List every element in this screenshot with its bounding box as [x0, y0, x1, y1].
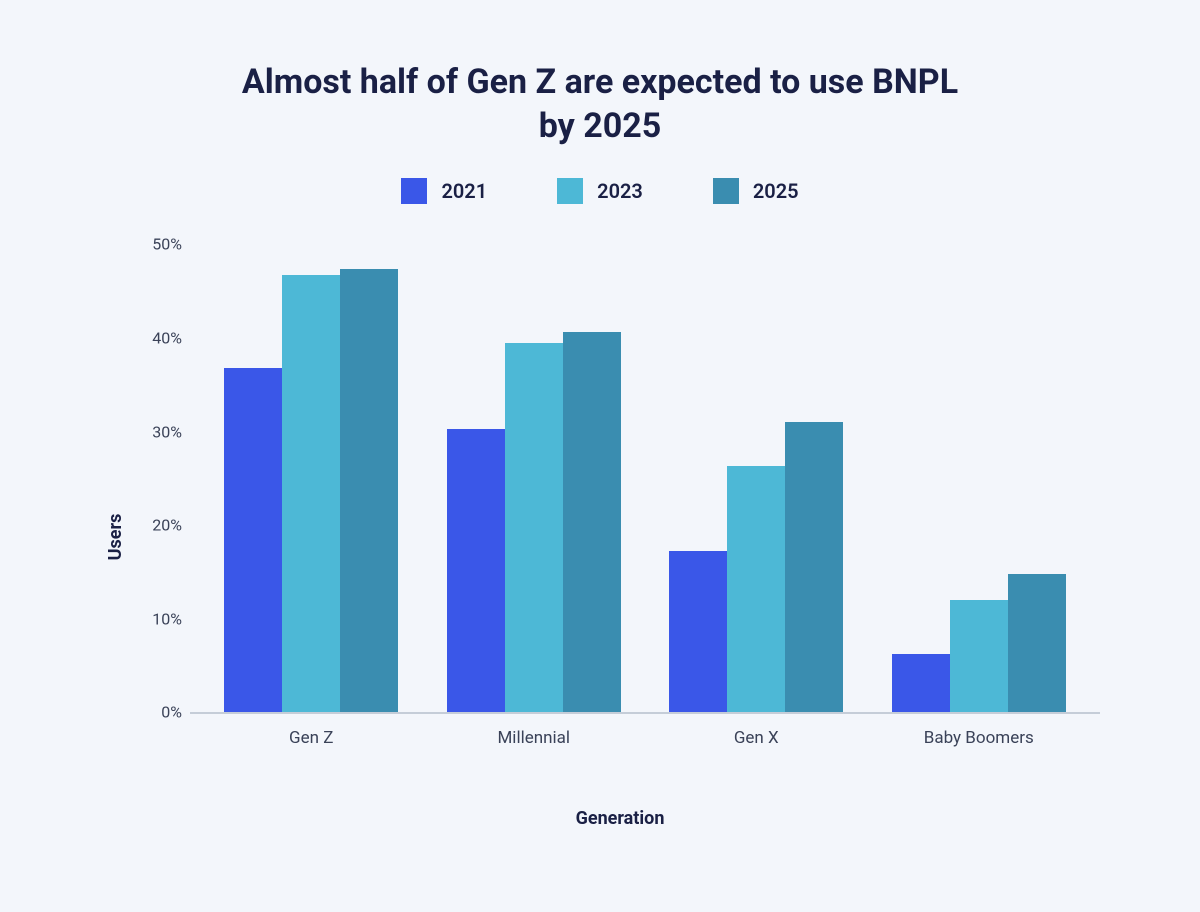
- legend-swatch-2025: [713, 178, 739, 204]
- bar-group: [669, 244, 843, 712]
- bar: [785, 422, 843, 712]
- bar: [447, 429, 505, 713]
- legend-item-2021: 2021: [401, 178, 487, 204]
- bar: [727, 466, 785, 712]
- bar: [892, 654, 950, 712]
- bar: [340, 269, 398, 713]
- y-tick-label: 30%: [132, 422, 182, 441]
- bars-area: [190, 244, 1100, 712]
- legend-swatch-2023: [557, 178, 583, 204]
- legend-item-2023: 2023: [557, 178, 643, 204]
- y-tick-label: 20%: [132, 516, 182, 535]
- bar: [950, 600, 1008, 712]
- bar-group: [447, 244, 621, 712]
- bar: [669, 551, 727, 712]
- legend-label-2025: 2025: [753, 179, 799, 203]
- bar: [505, 343, 563, 713]
- x-tick-label: Baby Boomers: [868, 728, 1091, 748]
- legend-label-2023: 2023: [597, 179, 643, 203]
- y-tick-label: 50%: [132, 235, 182, 254]
- chart-title: Almost half of Gen Z are expected to use…: [240, 60, 960, 148]
- x-axis-title: Generation: [140, 808, 1100, 829]
- y-axis-title: Users: [105, 514, 126, 561]
- x-axis-labels: Gen ZMillennialGen XBaby Boomers: [190, 728, 1100, 748]
- legend-swatch-2021: [401, 178, 427, 204]
- bar-group: [224, 244, 398, 712]
- legend: 2021 2023 2025: [80, 178, 1120, 204]
- legend-item-2025: 2025: [713, 178, 799, 204]
- plot-area: 0%10%20%30%40%50%: [190, 244, 1100, 714]
- bar: [224, 368, 282, 712]
- bar: [1008, 574, 1066, 713]
- y-tick-label: 10%: [132, 609, 182, 628]
- plot-wrapper: Users 0%10%20%30%40%50% Gen ZMillennialG…: [140, 244, 1100, 829]
- chart-container: Almost half of Gen Z are expected to use…: [0, 0, 1200, 912]
- bar: [563, 332, 621, 712]
- y-tick-label: 40%: [132, 328, 182, 347]
- x-tick-label: Millennial: [423, 728, 646, 748]
- bar-group: [892, 244, 1066, 712]
- legend-label-2021: 2021: [441, 179, 487, 203]
- x-tick-label: Gen Z: [200, 728, 423, 748]
- bar: [282, 275, 340, 712]
- y-tick-label: 0%: [132, 703, 182, 722]
- x-tick-label: Gen X: [645, 728, 868, 748]
